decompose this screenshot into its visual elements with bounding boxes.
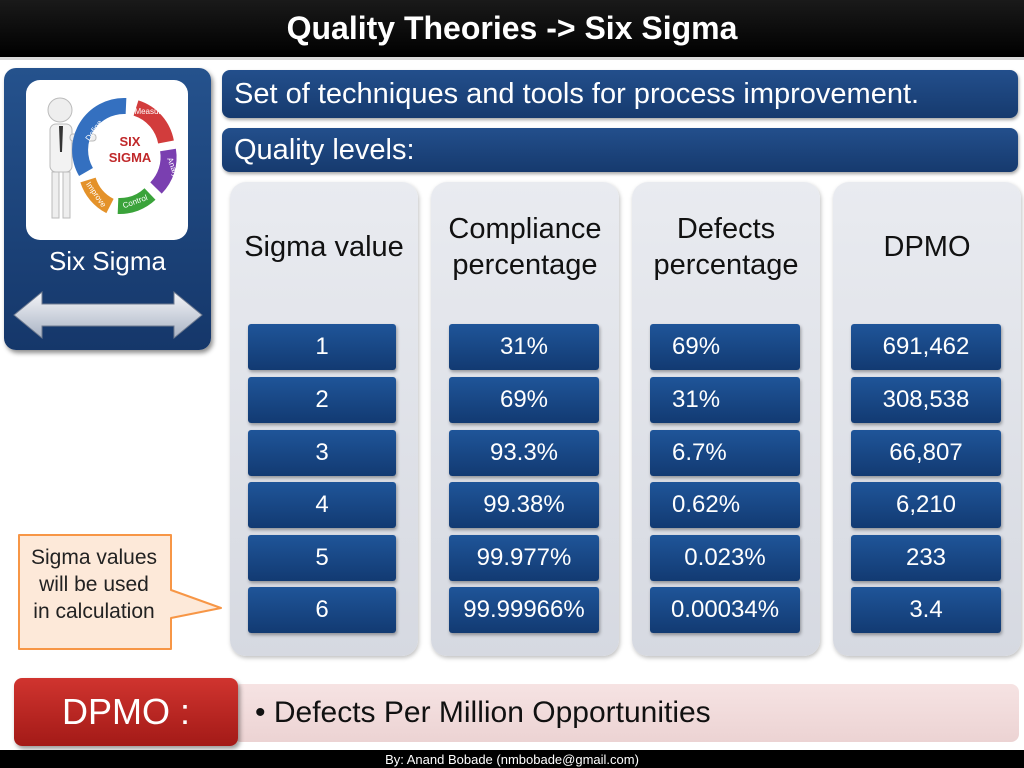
table-cell: 99.99966% (449, 587, 599, 633)
table-cell: 6.7% (650, 430, 800, 476)
six-sigma-logo: SIX SIGMA Measure Analyze Control Improv… (26, 80, 188, 240)
svg-text:SIGMA: SIGMA (109, 150, 152, 165)
sigma-callout-text: Sigma values will be used in calculation (30, 546, 158, 623)
footer-credit: By: Anand Bobade (nmbobade@gmail.com) (0, 750, 1024, 768)
table-cell: 31% (449, 324, 599, 370)
six-sigma-cycle-icon: SIX SIGMA Measure Analyze Control Improv… (47, 97, 184, 219)
column-header: DPMO (883, 230, 971, 263)
table-cell: 99.977% (449, 535, 599, 581)
table-cell: 0.62% (650, 482, 800, 528)
table-cell: 69% (449, 377, 599, 423)
table-cell: 69% (650, 324, 800, 370)
table-cell: 1 (248, 324, 396, 370)
table-cell: 3 (248, 430, 396, 476)
column-header: Compliance percentage (448, 212, 602, 281)
dpmo-definition-bar: • Defects Per Million Opportunities (233, 684, 1019, 742)
double-arrow-icon (13, 290, 203, 340)
description-bar: Set of techniques and tools for process … (222, 70, 1018, 118)
six-sigma-caption: Six Sigma (48, 246, 167, 276)
table-cell: 6,210 (851, 482, 1001, 528)
table-cell: 66,807 (851, 430, 1001, 476)
table-cell: 0.00034% (650, 587, 800, 633)
dpmo-definition-text: • Defects Per Million Opportunities (255, 696, 711, 729)
column-header: Sigma value (244, 230, 404, 263)
compliance-percentage-column: Compliance percentage 31% 69% 93.3% 99.38… (431, 182, 619, 656)
table-cell: 4 (248, 482, 396, 528)
table-cell: 93.3% (449, 430, 599, 476)
table-cell: 5 (248, 535, 396, 581)
quality-levels-bar: Quality levels: (222, 128, 1018, 172)
table-cell: 233 (851, 535, 1001, 581)
table-cell: 31% (650, 377, 800, 423)
column-header: Defects percentage (653, 212, 799, 281)
table-cell: 2 (248, 377, 396, 423)
callout-shape (18, 534, 222, 650)
dpmo-label: DPMO : (14, 678, 238, 746)
six-sigma-panel: SIX SIGMA Measure Analyze Control Improv… (4, 68, 211, 350)
table-cell: 6 (248, 587, 396, 633)
table-cell: 3.4 (851, 587, 1001, 633)
sigma-value-column: Sigma value 1 2 3 4 5 6 (230, 182, 418, 656)
defects-percentage-column: Defects percentage 69% 31% 6.7% 0.62% 0.0… (632, 182, 820, 656)
svg-text:SIX: SIX (120, 134, 141, 149)
slide-title: Quality Theories -> Six Sigma (0, 0, 1024, 60)
dpmo-column: DPMO 691,462 308,538 66,807 6,210 233 3.… (833, 182, 1021, 656)
table-cell: 308,538 (851, 377, 1001, 423)
table-cell: 99.38% (449, 482, 599, 528)
table-cell: 0.023% (650, 535, 800, 581)
table-cell: 691,462 (851, 324, 1001, 370)
svg-text:Measure: Measure (134, 107, 166, 116)
